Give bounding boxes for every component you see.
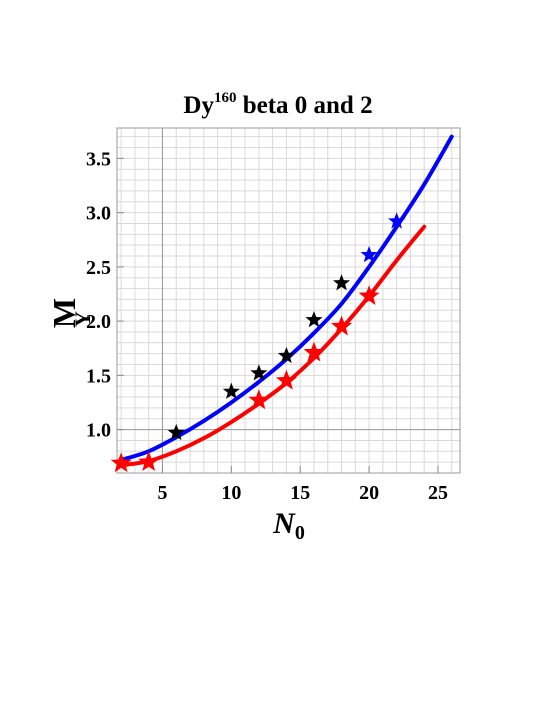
star-marker: [277, 346, 295, 364]
x-axis-label-subscript: 0: [295, 522, 305, 544]
chart-title-base: Dy: [183, 92, 214, 119]
x-tick-label: 25: [428, 482, 448, 504]
y-axis-label-y: Y: [70, 311, 95, 327]
grid: [117, 128, 460, 473]
x-tick-label: 5: [157, 482, 167, 504]
tick-labels: 5 10 15 20 25 1.0 1.5 2.0 2.5 3.0 3.5: [86, 148, 448, 504]
x-axis-label: N0: [272, 507, 305, 544]
series-markers: [110, 212, 406, 473]
x-tick-label: 20: [359, 482, 379, 504]
star-marker: [110, 452, 132, 473]
x-tick-label: 15: [290, 482, 310, 504]
y-axis-label-m: M: [46, 298, 82, 328]
x-axis-label-base: N: [272, 507, 296, 540]
y-tick-label: 1.5: [86, 365, 111, 387]
y-tick-label: 2.0: [86, 311, 111, 333]
x-tick-label: 10: [221, 482, 241, 504]
star-marker: [222, 382, 240, 399]
y-tick-label: 3.5: [86, 148, 111, 170]
star-marker: [331, 315, 352, 336]
chart-title-rest: beta 0 and 2: [236, 92, 372, 119]
star-marker: [303, 341, 325, 362]
star-marker: [167, 423, 185, 441]
star-marker: [138, 451, 160, 472]
chart-title-superscript: 160: [214, 90, 237, 106]
star-marker: [275, 369, 297, 390]
plot-frame: [116, 127, 461, 474]
star-marker: [248, 389, 270, 410]
star-marker: [332, 274, 351, 291]
star-marker: [388, 212, 406, 229]
y-tick-label: 2.5: [86, 257, 111, 279]
chart-title: Dy160 beta 0 and 2: [183, 90, 372, 119]
star-marker: [358, 285, 380, 306]
star-marker: [250, 364, 268, 381]
star-marker: [305, 311, 323, 328]
y-tick-label: 3.0: [86, 203, 111, 225]
y-tick-label: 1.0: [86, 420, 111, 442]
star-marker: [360, 245, 378, 263]
